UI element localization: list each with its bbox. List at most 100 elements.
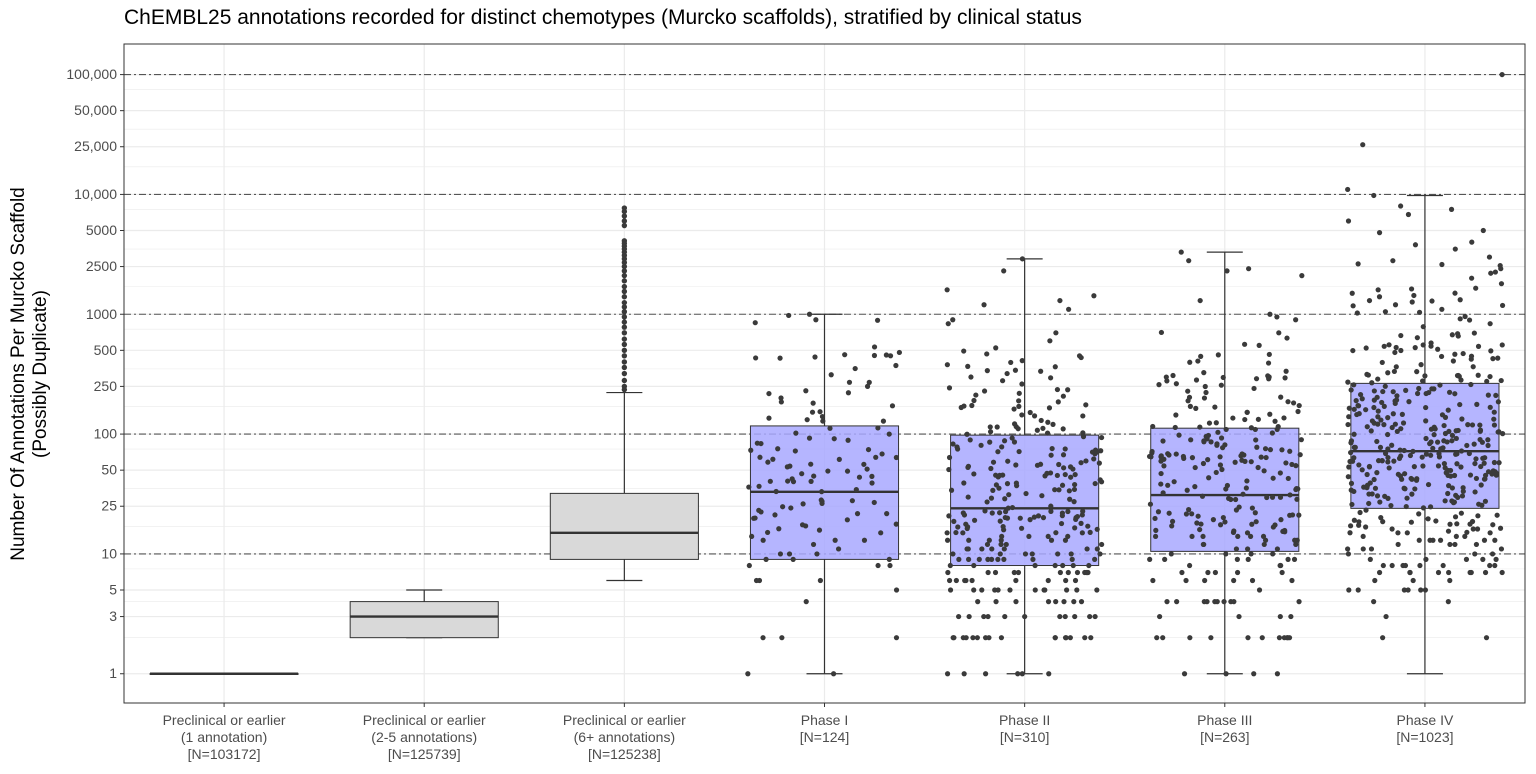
jitter-point: [1477, 422, 1483, 428]
jitter-point: [1080, 508, 1086, 514]
jitter-point: [1269, 494, 1276, 500]
jitter-point: [1201, 395, 1208, 401]
jitter-point: [1385, 446, 1391, 452]
jitter-point: [1061, 465, 1067, 471]
jitter-point: [789, 476, 795, 482]
jitter-point: [1205, 569, 1211, 576]
jitter-point: [1052, 364, 1058, 370]
jitter-point: [804, 417, 810, 423]
jitter-point: [1037, 461, 1044, 467]
jitter-point: [982, 671, 989, 677]
jitter-point: [963, 635, 969, 641]
jitter-point: [1186, 507, 1192, 513]
jitter-point: [945, 569, 951, 576]
jitter-point: [1296, 599, 1302, 605]
jitter-point: [1156, 382, 1162, 388]
jitter-point: [1492, 537, 1498, 543]
jitter-point: [1372, 577, 1378, 584]
jitter-point: [800, 501, 806, 507]
jitter-point: [1380, 388, 1386, 395]
jitter-point: [999, 533, 1005, 540]
jitter-point: [1183, 511, 1190, 517]
jitter-point: [987, 424, 993, 430]
jitter-point: [995, 556, 1001, 562]
jitter-point: [1085, 523, 1091, 529]
jitter-point: [1094, 587, 1100, 593]
jitter-point: [1206, 420, 1213, 426]
jitter-point: [1150, 577, 1156, 584]
jitter-point: [889, 403, 896, 409]
jitter-point: [817, 409, 823, 415]
jitter-point: [1452, 541, 1458, 548]
jitter-point: [1256, 342, 1262, 348]
jitter-point: [1458, 510, 1464, 516]
jitter-point: [778, 395, 784, 401]
jitter-point: [844, 468, 851, 474]
jitter-point: [1464, 442, 1470, 449]
jitter-point: [1203, 433, 1209, 440]
jitter-point: [1072, 471, 1078, 478]
jitter-point: [994, 424, 1000, 430]
jitter-point: [1447, 521, 1453, 527]
jitter-point: [1446, 389, 1453, 395]
jitter-point: [1266, 351, 1272, 358]
jitter-point: [1001, 527, 1007, 533]
jitter-point: [1195, 513, 1201, 519]
jitter-point: [946, 454, 953, 461]
jitter-point: [1431, 432, 1437, 438]
jitter-point: [1393, 364, 1399, 370]
jitter-point: [1234, 556, 1240, 562]
jitter-point: [1385, 370, 1391, 376]
jitter-point: [1453, 492, 1459, 498]
jitter-point: [1474, 526, 1481, 532]
jitter-point: [1354, 310, 1360, 316]
jitter-point: [1045, 577, 1051, 584]
jitter-point: [1444, 439, 1450, 445]
jitter-point: [845, 390, 852, 396]
outlier-point: [621, 359, 628, 365]
jitter-point: [1485, 442, 1491, 449]
jitter-point: [1062, 471, 1068, 478]
jitter-point: [1015, 569, 1022, 576]
jitter-point: [1009, 504, 1016, 511]
jitter-point: [944, 671, 951, 677]
jitter-point: [1220, 514, 1226, 521]
jitter-point: [1363, 524, 1369, 530]
jitter-point: [945, 321, 951, 327]
outlier-point: [621, 383, 628, 390]
jitter-point: [1468, 381, 1474, 388]
jitter-point: [1449, 438, 1455, 444]
outlier-point: [621, 370, 628, 377]
jitter-point: [1160, 635, 1166, 641]
jitter-point: [767, 478, 773, 484]
box: [549, 492, 699, 560]
jitter-point: [1184, 487, 1190, 493]
jitter-point: [1411, 464, 1417, 470]
jitter-point: [1402, 486, 1408, 492]
jitter-point: [1022, 551, 1029, 557]
jitter-point: [1278, 562, 1284, 569]
jitter-point: [760, 635, 766, 641]
jitter-point: [753, 355, 759, 361]
jitter-point: [987, 439, 993, 445]
jitter-point: [1082, 635, 1088, 641]
jitter-point: [1002, 496, 1008, 502]
x-tick-label: Phase III: [1197, 712, 1252, 728]
jitter-point: [1201, 541, 1207, 548]
jitter-point: [1243, 485, 1249, 491]
jitter-point: [1245, 546, 1251, 552]
jitter-point: [1054, 472, 1060, 479]
jitter-point: [1439, 306, 1445, 312]
jitter-point: [986, 635, 992, 641]
jitter-point: [1401, 447, 1407, 454]
jitter-point: [1489, 551, 1496, 557]
jitter-point: [1458, 448, 1465, 454]
jitter-point: [766, 415, 772, 421]
jitter-point: [1394, 428, 1400, 435]
jitter-point: [1253, 376, 1260, 382]
jitter-point: [1067, 496, 1073, 502]
jitter-point: [1427, 504, 1434, 510]
jitter-point: [831, 436, 837, 442]
jitter-point: [779, 635, 785, 641]
jitter-point: [1288, 613, 1294, 620]
